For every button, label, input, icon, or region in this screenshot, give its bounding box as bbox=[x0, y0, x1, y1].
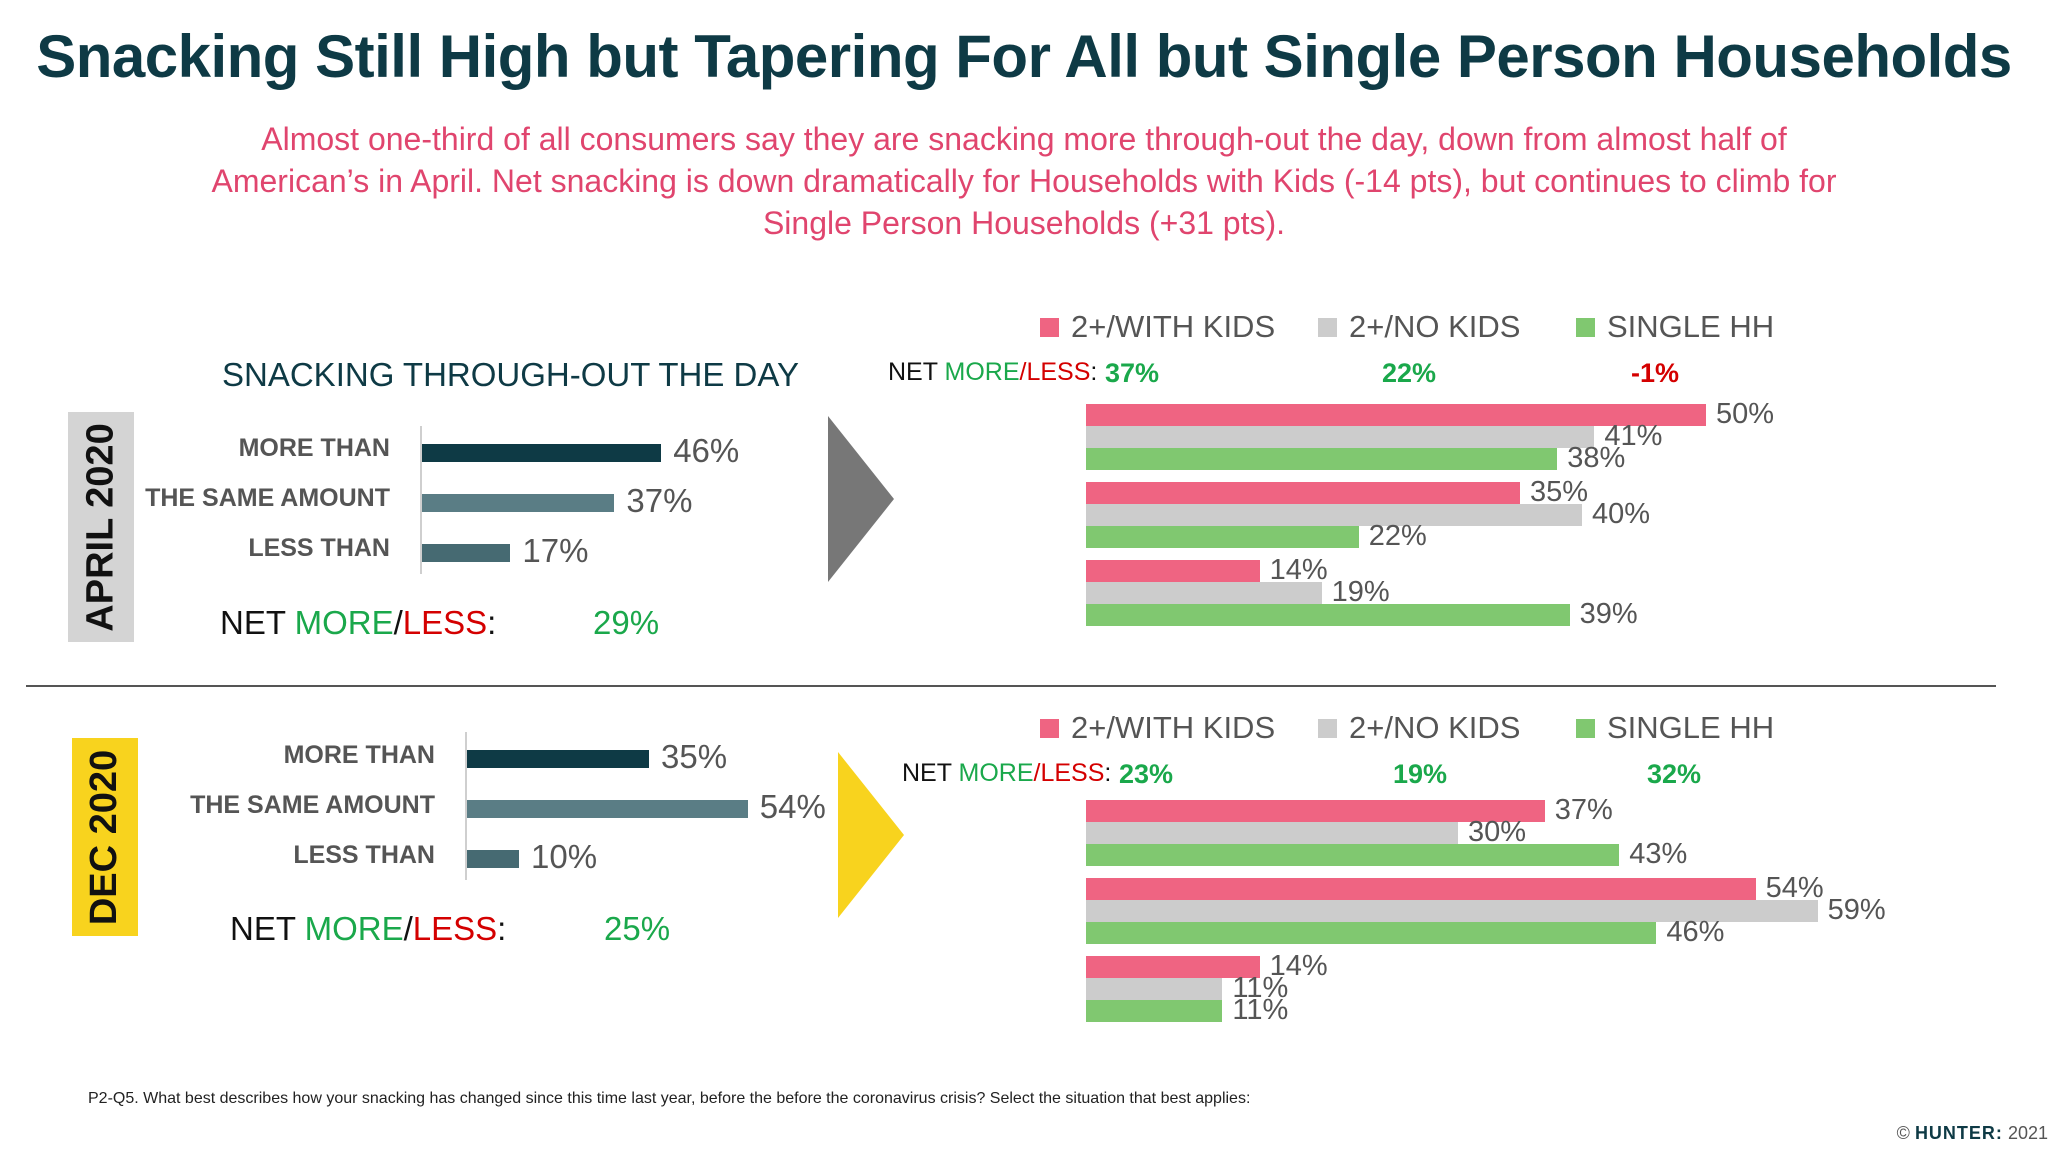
net-value-no-kids: 19% bbox=[1392, 759, 1448, 789]
bar-more bbox=[467, 750, 649, 768]
bar-value-label: 54% bbox=[759, 788, 826, 825]
bar-same-no-kids bbox=[1086, 900, 1818, 922]
legend-item-with-kids: 2+/WITH KIDS bbox=[1040, 309, 1275, 345]
bar-more-single-hh bbox=[1086, 844, 1620, 866]
net-value: 29% bbox=[593, 604, 660, 641]
bar-value-label: 10% bbox=[531, 838, 598, 875]
bar-same-with-kids bbox=[1086, 878, 1756, 900]
brand-logo: © HUNTER: 2021 bbox=[1896, 1123, 2048, 1143]
section-heading: SNACKING THROUGH-OUT THE DAY bbox=[222, 356, 799, 393]
bar-value-label: 35% bbox=[661, 738, 728, 775]
bar-value-label: 46% bbox=[1666, 916, 1725, 948]
subtitle: Almost one-third of all consumers say th… bbox=[200, 118, 1848, 244]
bar-value-label: 11% bbox=[1232, 972, 1289, 1004]
footnote: P2-Q5. What best describes how your snac… bbox=[88, 1090, 1251, 1107]
bar-value-label: 37% bbox=[1554, 794, 1613, 826]
legend-item-with-kids: 2+/WITH KIDS bbox=[1040, 710, 1275, 746]
bar-value-label: 39% bbox=[1579, 598, 1638, 630]
net-value-single-hh: 32% bbox=[1646, 759, 1702, 789]
category-label-more: MORE THAN bbox=[238, 434, 390, 462]
bar-value-label: 11% bbox=[1232, 994, 1289, 1026]
bar-value-label: 38% bbox=[1567, 442, 1626, 474]
bar-same-no-kids bbox=[1086, 504, 1582, 526]
bar-less bbox=[422, 544, 511, 562]
axis-line bbox=[465, 732, 467, 880]
legend-item-single-hh: SINGLE HH bbox=[1576, 309, 1774, 345]
net-more-less-label: NET MORE/LESS: bbox=[888, 358, 1098, 386]
section-divider bbox=[26, 685, 1996, 687]
arrow-icon bbox=[838, 752, 904, 918]
net-more-less-row: NET MORE/LESS: bbox=[230, 910, 507, 947]
category-label-more: MORE THAN bbox=[283, 741, 435, 769]
category-label-same: THE SAME AMOUNT bbox=[145, 484, 390, 512]
net-value: 25% bbox=[604, 910, 671, 947]
bar-value-label: 54% bbox=[1765, 872, 1824, 904]
axis-line bbox=[420, 426, 422, 574]
period-label: APRIL 2020 bbox=[79, 422, 122, 632]
legend-swatch bbox=[1318, 317, 1337, 337]
bar-less-no-kids bbox=[1086, 978, 1223, 1000]
bar-less bbox=[467, 850, 519, 868]
bar-value-label: 46% bbox=[673, 432, 740, 469]
bar-less-single-hh bbox=[1086, 604, 1570, 626]
bar-value-label: 35% bbox=[1530, 476, 1589, 508]
subtitle-line: American’s in April. Net snacking is dow… bbox=[211, 163, 1837, 199]
legend-swatch bbox=[1318, 718, 1337, 738]
net-value-no-kids: 22% bbox=[1381, 358, 1437, 388]
bar-same-single-hh bbox=[1086, 526, 1359, 548]
bar-more-single-hh bbox=[1086, 448, 1558, 470]
legend-swatch bbox=[1040, 718, 1059, 738]
bar-same bbox=[467, 800, 748, 818]
bar-value-label: 37% bbox=[626, 482, 693, 519]
bar-more-no-kids bbox=[1086, 426, 1595, 448]
subtitle-line: Single Person Households (+31 pts). bbox=[762, 205, 1286, 241]
bar-less-single-hh bbox=[1086, 1000, 1223, 1022]
bar-less-no-kids bbox=[1086, 582, 1322, 604]
legend-item-no-kids: 2+/NO KIDS bbox=[1318, 710, 1520, 746]
bar-more-no-kids bbox=[1086, 822, 1458, 844]
bar-value-label: 59% bbox=[1827, 894, 1886, 926]
legend-swatch bbox=[1576, 317, 1595, 337]
bar-value-label: 50% bbox=[1716, 398, 1775, 430]
bar-same bbox=[422, 494, 615, 512]
bar-same-with-kids bbox=[1086, 482, 1520, 504]
bar-value-label: 41% bbox=[1604, 420, 1663, 452]
legend-swatch bbox=[1040, 317, 1059, 337]
period-label: DEC 2020 bbox=[83, 749, 126, 925]
subtitle-line: Almost one-third of all consumers say th… bbox=[261, 121, 1787, 157]
net-more-less-label: NET MORE/LESS: bbox=[902, 759, 1112, 787]
bar-value-label: 30% bbox=[1468, 816, 1527, 848]
bar-less-with-kids bbox=[1086, 560, 1260, 582]
net-value-with-kids: 23% bbox=[1118, 759, 1174, 789]
category-label-less: LESS THAN bbox=[248, 534, 390, 562]
bar-value-label: 19% bbox=[1331, 576, 1390, 608]
legend-item-no-kids: 2+/NO KIDS bbox=[1318, 309, 1520, 345]
net-more-less-row: NET MORE/LESS: bbox=[220, 604, 497, 641]
net-value-single-hh: -1% bbox=[1630, 358, 1679, 388]
arrow-icon bbox=[828, 416, 894, 582]
legend-item-single-hh: SINGLE HH bbox=[1576, 710, 1774, 746]
net-value-with-kids: 37% bbox=[1104, 358, 1160, 388]
bar-value-label: 40% bbox=[1592, 498, 1651, 530]
bar-value-label: 43% bbox=[1629, 838, 1688, 870]
bar-less-with-kids bbox=[1086, 956, 1260, 978]
bar-more-with-kids bbox=[1086, 404, 1706, 426]
bar-value-label: 17% bbox=[522, 532, 589, 569]
page-title: Snacking Still High but Tapering For All… bbox=[36, 23, 2012, 90]
category-label-less: LESS THAN bbox=[293, 841, 435, 869]
bar-more-with-kids bbox=[1086, 800, 1545, 822]
bar-value-label: 14% bbox=[1269, 950, 1328, 982]
bar-value-label: 14% bbox=[1269, 554, 1328, 586]
period-badge-dec: DEC 2020 bbox=[72, 738, 138, 936]
legend-swatch bbox=[1576, 718, 1595, 738]
bar-value-label: 22% bbox=[1368, 520, 1427, 552]
bar-more bbox=[422, 444, 662, 462]
category-label-same: THE SAME AMOUNT bbox=[190, 791, 435, 819]
bar-same-single-hh bbox=[1086, 922, 1657, 944]
period-badge-april: APRIL 2020 bbox=[68, 412, 134, 642]
